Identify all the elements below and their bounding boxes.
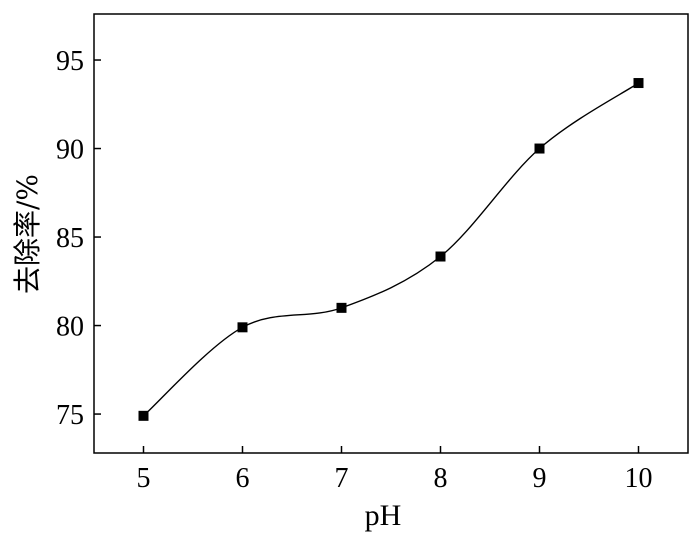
y-tick-label: 80 [56, 312, 84, 343]
x-tick-label: 8 [434, 463, 448, 494]
series-markers [138, 78, 644, 421]
data-point [534, 143, 545, 154]
data-point [237, 322, 248, 333]
y-axis-label: 去除率/% [11, 174, 44, 294]
y-axis: 75 80 85 90 95 [56, 46, 101, 431]
x-tick-label: 7 [335, 463, 349, 494]
data-point [138, 410, 149, 421]
y-tick-label: 75 [56, 400, 84, 431]
series-line [143, 82, 639, 417]
x-axis: 5 6 7 8 9 10 [137, 446, 653, 494]
x-tick-label: 9 [533, 463, 547, 494]
plot-frame [93, 13, 689, 454]
data-point [336, 302, 347, 313]
x-tick-label: 5 [137, 463, 151, 494]
x-tick-label: 6 [236, 463, 250, 494]
y-tick-label: 85 [56, 223, 84, 254]
x-axis-label: pH [365, 499, 402, 532]
data-point [435, 251, 446, 262]
x-tick-label: 10 [625, 463, 653, 494]
y-tick-label: 95 [56, 46, 84, 77]
y-tick-label: 90 [56, 135, 84, 166]
data-point [633, 78, 644, 89]
